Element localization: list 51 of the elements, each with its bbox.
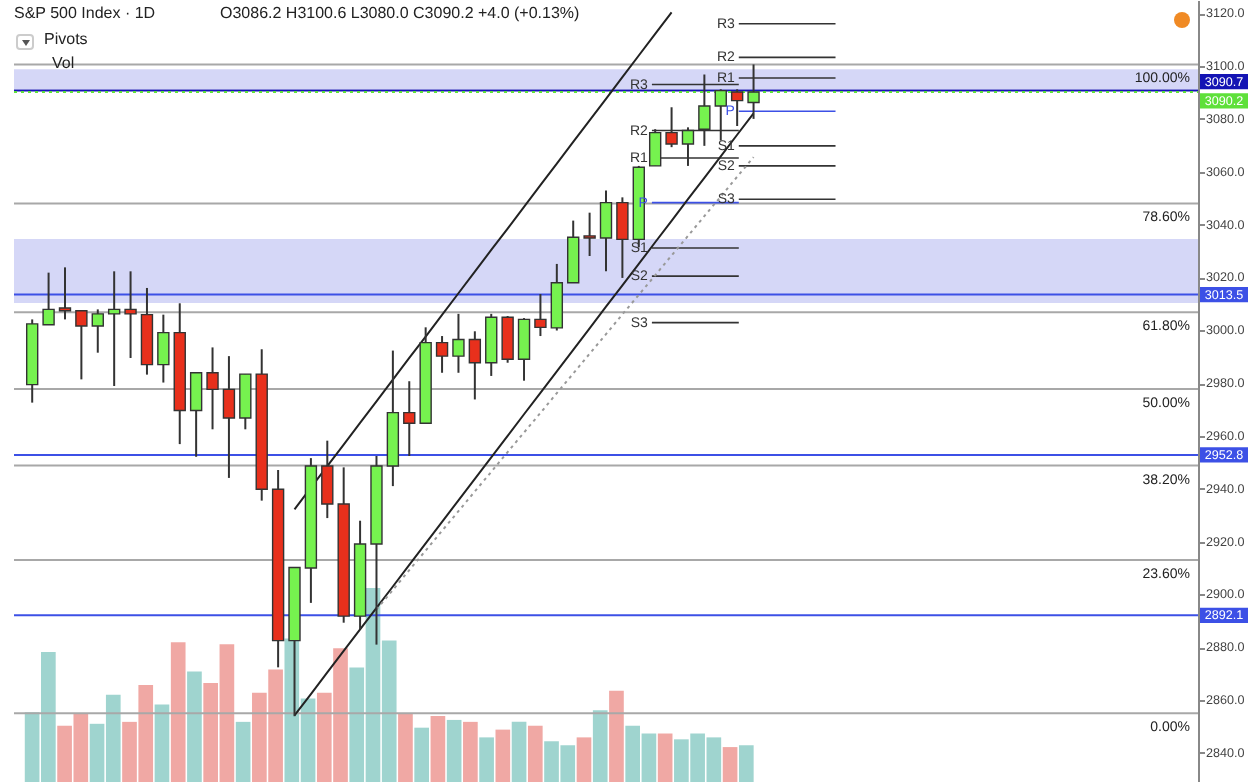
chart-subtitle: O3086.2 H3100.6 L3080.0 C3090.2 +4.0 (+0.13%)	[220, 4, 581, 22]
candlestick	[468, 330, 482, 401]
line-series	[375, 156, 755, 611]
bar	[527, 725, 543, 782]
candlestick	[730, 88, 744, 128]
candlestick	[157, 313, 170, 384]
candlestick	[616, 196, 629, 279]
candlestick	[42, 271, 55, 326]
candlestick	[583, 211, 596, 257]
bar	[592, 710, 608, 782]
candlestick	[58, 266, 72, 321]
candlestick	[75, 309, 88, 381]
bar	[170, 642, 186, 782]
line-series	[293, 112, 755, 717]
candlestick	[517, 317, 531, 382]
bar	[511, 721, 527, 782]
bar	[495, 729, 511, 782]
bar	[463, 721, 478, 782]
candlestick	[452, 312, 465, 374]
bar	[187, 671, 202, 782]
candlestick	[222, 355, 236, 479]
candlestick	[189, 371, 203, 458]
candlestick	[107, 270, 121, 387]
candlestick	[403, 380, 416, 457]
bar	[722, 747, 738, 782]
candlestick	[321, 439, 334, 520]
annotation: Vol	[52, 54, 75, 72]
candlestick	[567, 219, 580, 284]
bar	[738, 745, 754, 782]
candlestick	[239, 373, 252, 431]
bar	[235, 721, 251, 782]
candlestick	[599, 189, 613, 273]
candlestick	[91, 308, 104, 354]
bar	[609, 690, 624, 782]
bar	[657, 733, 673, 782]
bar	[154, 704, 170, 782]
bar	[398, 714, 413, 782]
candlestick	[124, 270, 137, 359]
candlestick	[550, 262, 564, 332]
bar	[479, 737, 494, 782]
candlestick	[435, 335, 449, 374]
candlestick	[501, 314, 514, 364]
candlestick	[534, 293, 547, 338]
candlestick	[485, 312, 498, 377]
bar	[414, 727, 430, 782]
annotation: Pivots	[44, 30, 88, 48]
chart-title: S&P 500 Index · 1D	[14, 4, 156, 22]
candlestick	[206, 346, 219, 431]
bar	[430, 716, 446, 782]
bar	[576, 737, 592, 782]
bar	[446, 719, 462, 782]
